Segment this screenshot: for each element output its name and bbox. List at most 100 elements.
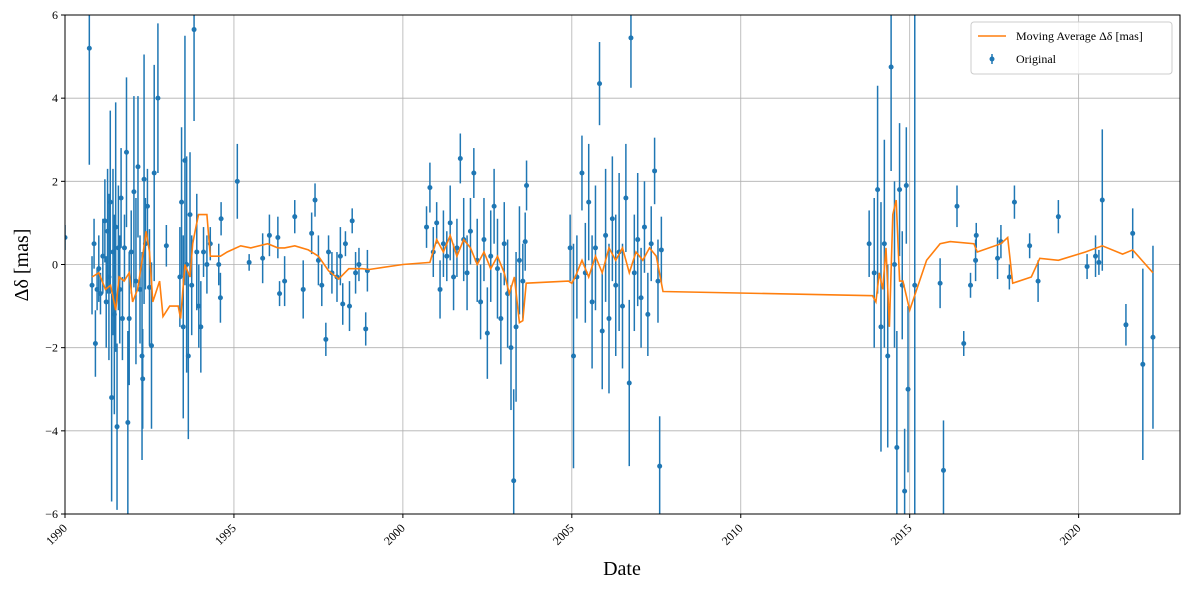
data-marker [940, 467, 946, 473]
data-point [353, 252, 359, 294]
data-marker [498, 316, 504, 322]
y-tick-label: −2 [45, 341, 58, 355]
data-point [471, 148, 477, 198]
data-point [464, 235, 470, 311]
data-marker [1027, 243, 1033, 249]
data-point [961, 331, 967, 356]
data-marker [363, 326, 369, 332]
data-marker [141, 176, 147, 182]
data-marker [191, 27, 197, 33]
data-point [1084, 254, 1090, 280]
data-marker [89, 282, 95, 288]
data-point [275, 216, 281, 259]
data-marker [451, 274, 457, 280]
original-series [65, 15, 1156, 514]
data-marker [155, 95, 161, 101]
data-marker [885, 353, 891, 359]
data-point [613, 214, 619, 356]
data-point [114, 343, 120, 510]
data-point [86, 15, 92, 165]
data-marker [189, 282, 195, 288]
x-axis: 1990 1995 2000 2005 2010 2015 2020 [43, 514, 1084, 548]
data-marker [592, 245, 598, 251]
data-marker [1150, 334, 1156, 340]
data-point [524, 160, 530, 211]
data-point [191, 15, 197, 122]
data-point [92, 310, 98, 377]
data-point [260, 233, 266, 284]
x-tick-label: 2020 [1057, 521, 1084, 548]
data-point [1140, 268, 1146, 460]
data-point [65, 224, 68, 250]
data-point [107, 110, 113, 294]
data-marker [491, 203, 497, 209]
data-point [1035, 260, 1041, 302]
data-marker [121, 245, 127, 251]
data-marker [516, 257, 522, 263]
data-marker [513, 324, 519, 330]
data-marker [198, 324, 204, 330]
data-marker [905, 386, 911, 392]
data-marker [481, 237, 487, 243]
data-point [1096, 249, 1102, 275]
data-point [121, 214, 127, 282]
data-marker [937, 280, 943, 286]
data-point [185, 272, 191, 440]
data-marker [204, 262, 210, 267]
data-marker [1011, 199, 1017, 205]
data-marker [131, 189, 137, 195]
data-marker [128, 249, 134, 255]
data-marker [218, 216, 224, 222]
data-point [346, 281, 352, 332]
data-marker [866, 241, 872, 247]
data-point [866, 210, 872, 277]
data-point [140, 328, 146, 429]
data-point [96, 235, 102, 302]
data-marker [319, 282, 325, 288]
data-marker [520, 278, 526, 284]
data-point [491, 168, 497, 244]
data-marker [912, 282, 918, 288]
data-point [340, 283, 346, 325]
data-point [363, 312, 369, 346]
data-point [1027, 233, 1033, 259]
data-marker [196, 303, 202, 309]
data-point [179, 127, 185, 277]
data-point [508, 285, 514, 411]
data-marker [135, 164, 141, 170]
data-marker [1084, 264, 1090, 270]
data-marker [995, 255, 1001, 261]
data-point [97, 272, 103, 315]
data-point [655, 239, 661, 323]
data-point [968, 272, 974, 298]
data-point [434, 202, 440, 244]
data-point [878, 202, 884, 452]
data-point [356, 247, 362, 282]
x-tick-label: 2010 [719, 521, 746, 548]
data-point [1093, 235, 1099, 277]
data-point [652, 137, 658, 205]
data-marker [613, 282, 619, 288]
data-marker [146, 284, 152, 290]
y-tick-label: 0 [52, 258, 58, 272]
data-marker [973, 257, 979, 263]
data-marker [511, 478, 517, 484]
data-marker [277, 291, 283, 297]
data-point [218, 202, 224, 236]
data-marker [871, 270, 877, 276]
legend-marker-swatch [989, 56, 995, 62]
data-point [1123, 304, 1129, 346]
data-marker [484, 330, 490, 336]
data-point [567, 214, 573, 282]
data-point [133, 197, 139, 365]
data-marker [97, 291, 103, 297]
y-axis-label: Δδ [mas] [11, 229, 33, 302]
data-marker [494, 266, 500, 272]
data-marker [312, 197, 318, 203]
data-point [91, 218, 97, 269]
data-marker [163, 243, 169, 249]
data-marker [356, 262, 362, 267]
data-marker [567, 245, 573, 251]
data-marker [891, 262, 897, 267]
data-marker [1099, 197, 1105, 203]
